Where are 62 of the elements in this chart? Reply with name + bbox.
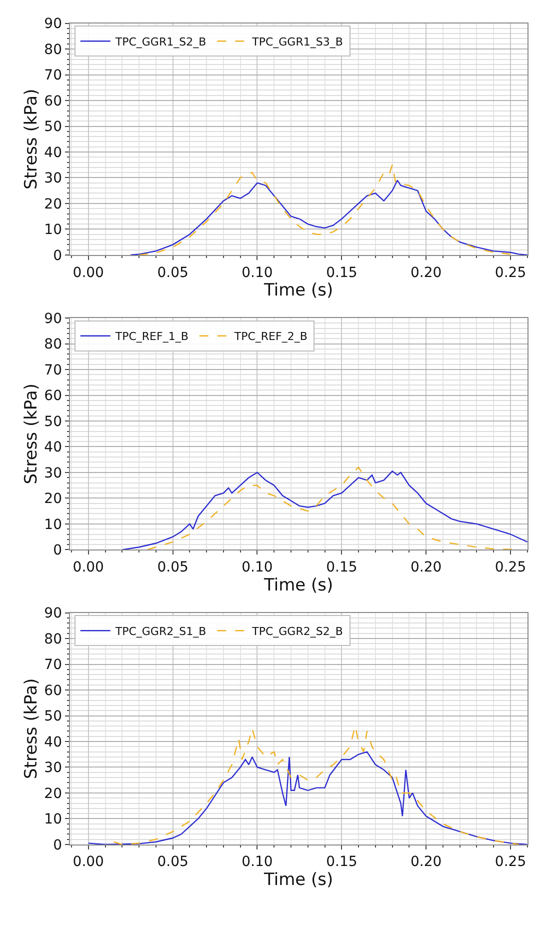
y-tick-label: 50 [44, 414, 62, 430]
x-tick-label: 0.00 [72, 854, 104, 870]
y-tick-label: 90 [44, 606, 62, 622]
y-tick-label: 30 [44, 760, 62, 776]
y-axis-title: Stress (kPa) [22, 678, 42, 779]
y-tick-label: 30 [44, 170, 62, 187]
line-series [130, 180, 528, 255]
x-tick-label: 0.05 [157, 854, 188, 870]
y-tick-label: 0 [53, 542, 62, 559]
y-tick-label: 50 [44, 708, 62, 725]
y-tick-label: 90 [44, 16, 62, 32]
x-tick-label: 0.25 [494, 560, 526, 576]
legend-label: TPC_REF_1_B [114, 330, 188, 344]
x-tick-label: 0.00 [72, 264, 104, 281]
y-tick-label: 40 [44, 440, 62, 456]
y-axis-title: Stress (kPa) [22, 88, 42, 190]
x-tick-label: 0.10 [242, 264, 273, 281]
y-tick-label: 10 [44, 222, 62, 238]
legend-label: TPC_GGR1_S2_B [114, 35, 206, 48]
x-tick-label: 0.00 [72, 560, 104, 576]
y-tick-label: 70 [44, 362, 62, 378]
y-tick-label: 60 [44, 388, 62, 404]
legend-label: TPC_REF_2_B [233, 330, 308, 344]
y-tick-label: 20 [44, 196, 62, 212]
x-axis-title: Time (s) [263, 280, 334, 301]
y-tick-label: 80 [44, 42, 62, 58]
y-tick-label: 0 [53, 248, 62, 264]
x-tick-label: 0.10 [242, 854, 273, 870]
y-tick-label: 0 [53, 837, 62, 854]
x-tick-label: 0.25 [494, 854, 526, 870]
y-tick-label: 60 [44, 682, 62, 699]
x-tick-label: 0.20 [410, 854, 442, 870]
y-tick-label: 10 [44, 516, 62, 533]
x-tick-label: 0.20 [410, 264, 442, 281]
y-tick-label: 60 [44, 93, 62, 110]
legend-label: TPC_GGR1_S3_B [251, 35, 343, 48]
legend-label: TPC_GGR2_S1_B [114, 624, 206, 638]
y-tick-label: 40 [44, 144, 62, 161]
x-tick-label: 0.05 [157, 560, 188, 576]
x-tick-label: 0.05 [157, 264, 188, 281]
y-tick-label: 10 [44, 812, 62, 828]
x-tick-label: 0.10 [242, 560, 273, 576]
y-tick-label: 80 [44, 631, 62, 648]
x-tick-label: 0.25 [494, 264, 526, 281]
x-tick-label: 0.15 [326, 264, 358, 281]
y-tick-label: 30 [44, 465, 62, 482]
y-axis-title: Stress (kPa) [22, 384, 42, 484]
y-tick-label: 50 [44, 119, 62, 136]
legend-label: TPC_GGR2_S2_B [251, 624, 343, 638]
x-axis-title: Time (s) [263, 576, 334, 596]
x-tick-label: 0.20 [410, 560, 442, 576]
x-tick-label: 0.15 [326, 560, 358, 576]
x-axis-title: Time (s) [263, 870, 334, 890]
y-tick-label: 40 [44, 734, 62, 750]
x-tick-label: 0.15 [326, 854, 358, 870]
y-tick-label: 80 [44, 336, 62, 353]
y-tick-label: 90 [44, 310, 62, 327]
y-tick-label: 20 [44, 491, 62, 508]
line-series [88, 751, 528, 844]
y-tick-label: 20 [44, 786, 62, 802]
y-tick-label: 70 [44, 657, 62, 674]
y-tick-label: 70 [44, 68, 62, 84]
